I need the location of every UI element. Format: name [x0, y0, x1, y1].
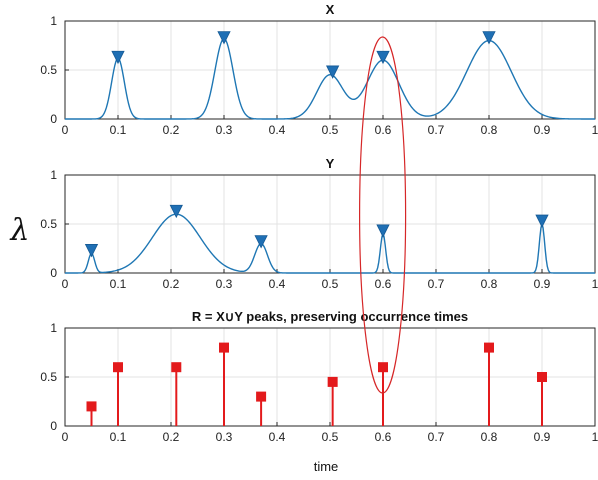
- y-tick-label: 1: [50, 168, 57, 182]
- y-tick-label: 0.5: [40, 63, 57, 77]
- stem-marker: [537, 372, 547, 382]
- x-tick-label: 0.2: [163, 123, 180, 137]
- series-line: [65, 213, 595, 274]
- peak-marker: [482, 31, 496, 45]
- x-tick-label: 0.1: [110, 430, 127, 444]
- x-tick-label: 0: [62, 123, 69, 137]
- peak-marker: [376, 50, 390, 65]
- x-tick-label: 0.9: [534, 123, 551, 137]
- y-tick-label: 0.5: [40, 217, 57, 231]
- x-tick-label: 0.6: [375, 123, 392, 137]
- x-tick-label: 0.3: [216, 123, 233, 137]
- stem-marker: [378, 362, 388, 373]
- panel-1: 0 0.1 0.2 0.3 0.4 0.5 0.6 0.7 0.8 0.9 1 0 0.5 1 X: [40, 2, 598, 137]
- x-tick-label: 0.5: [322, 123, 339, 137]
- x-tick-label: 0.6: [375, 430, 392, 444]
- y-tick-label: 1: [50, 14, 57, 28]
- x-tick-label: 0.5: [322, 277, 339, 291]
- stem-marker: [113, 362, 123, 373]
- x-tick-label: 0: [62, 277, 69, 291]
- peak-marker: [535, 214, 549, 228]
- peak-marker: [254, 235, 268, 249]
- peak-marker: [111, 50, 125, 65]
- x-tick-label: 1: [592, 430, 598, 444]
- panel-title: Y: [326, 156, 335, 171]
- y-tick-label: 0: [50, 266, 57, 280]
- x-tick-label: 1: [592, 123, 598, 137]
- x-tick-label: 0.1: [110, 277, 127, 291]
- x-tick-label: 0.8: [481, 123, 498, 137]
- peak-marker: [326, 65, 340, 79]
- x-tick-label: 0.7: [428, 277, 445, 291]
- x-tick-label: 0.6: [375, 277, 392, 291]
- peak-marker: [217, 31, 231, 45]
- panel-2: 0 0.1 0.2 0.3 0.4 0.5 0.6 0.7 0.8 0.9 1 0 0.5 1 Y: [40, 156, 598, 291]
- x-axis-label: time: [314, 459, 339, 474]
- x-tick-label: 0.2: [163, 430, 180, 444]
- panel-3: 0 0.1 0.2 0.3 0.4 0.5 0.6 0.7 0.8 0.9 1 0 0.5 1 R = X∪…: [40, 309, 598, 444]
- x-tick-label: 0.4: [269, 430, 286, 444]
- x-tick-label: 1: [592, 277, 598, 291]
- x-tick-label: 0.7: [428, 123, 445, 137]
- panel-title: X: [326, 2, 335, 17]
- annotation-layer: [359, 36, 407, 394]
- x-tick-label: 0.8: [481, 277, 498, 291]
- shared-y-axis-label: λ: [9, 213, 29, 248]
- highlight-ellipse: [359, 36, 407, 394]
- x-tick-label: 0.3: [216, 277, 233, 291]
- y-tick-label: 0.5: [40, 370, 57, 384]
- x-tick-label: 0.1: [110, 123, 127, 137]
- x-tick-label: 0.5: [322, 430, 339, 444]
- x-tick-label: 0.2: [163, 277, 180, 291]
- stem-marker: [327, 376, 338, 387]
- x-tick-label: 0: [62, 430, 69, 444]
- x-tick-label: 0.7: [428, 430, 445, 444]
- stem-marker: [86, 401, 97, 412]
- y-tick-label: 1: [50, 321, 57, 335]
- x-tick-label: 0.8: [481, 430, 498, 444]
- stem-marker: [219, 342, 229, 353]
- x-tick-label: 0.4: [269, 277, 286, 291]
- y-tick-label: 0: [50, 419, 57, 433]
- y-tick-label: 0: [50, 112, 57, 126]
- x-tick-label: 0.4: [269, 123, 286, 137]
- peak-marker: [376, 224, 390, 238]
- stem-marker: [171, 362, 182, 373]
- x-tick-label: 0.9: [534, 277, 551, 291]
- stem-marker: [484, 342, 494, 353]
- peak-marker: [169, 204, 183, 219]
- series-line: [65, 37, 595, 120]
- x-tick-label: 0.9: [534, 430, 551, 444]
- panel-title: R = X∪Y peaks, preserving occurrence tim…: [192, 309, 468, 324]
- peak-marker: [84, 244, 99, 258]
- stem-marker: [256, 391, 267, 402]
- x-tick-label: 0.3: [216, 430, 233, 444]
